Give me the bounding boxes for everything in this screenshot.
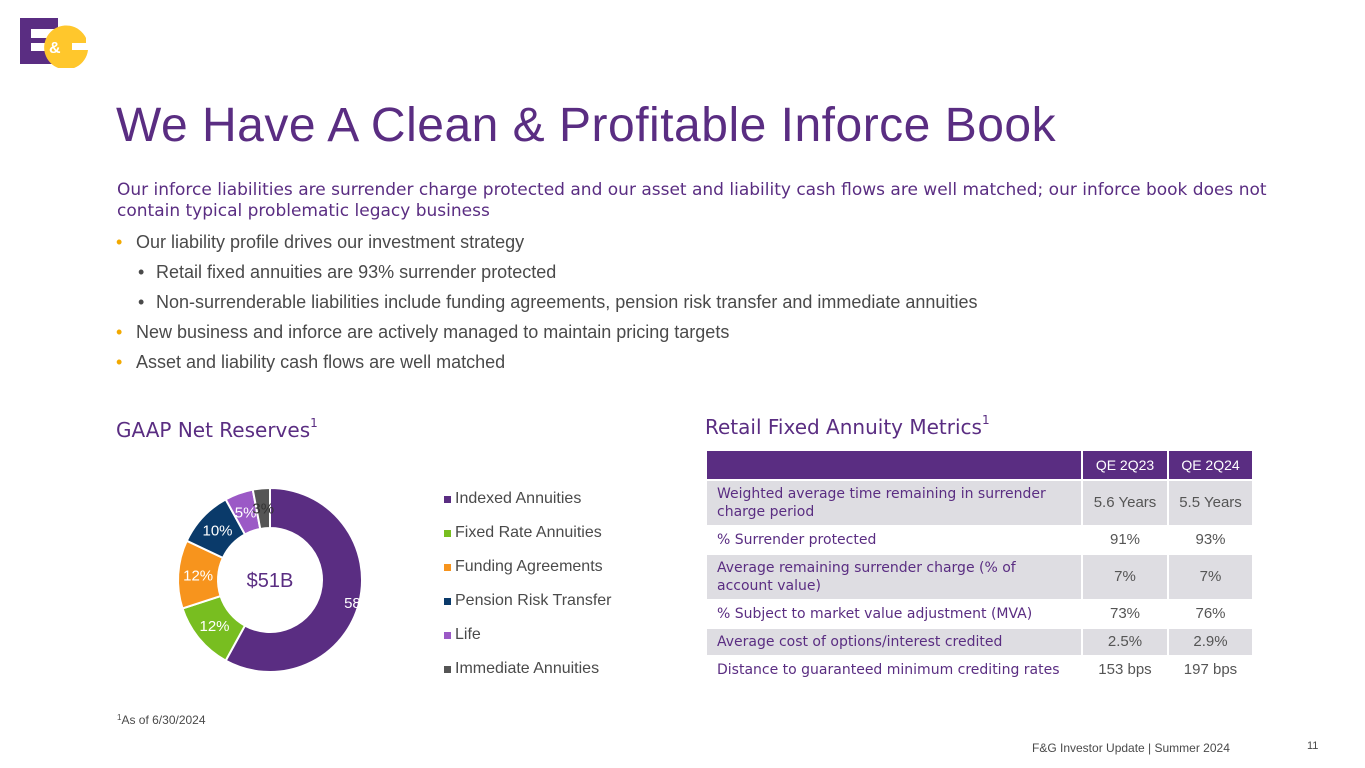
- table-row: Average cost of options/interest credite…: [707, 629, 1252, 655]
- bullet-marker: •: [116, 352, 123, 372]
- legend-item: Fixed Rate Annuities: [444, 516, 612, 550]
- metric-label: Distance to guaranteed minimum crediting…: [717, 662, 1060, 678]
- metric-value-2q24: 7%: [1169, 555, 1252, 599]
- legend-swatch: [444, 563, 451, 571]
- metric-value-2q23: 91%: [1109, 531, 1141, 548]
- bullet-list: • Our liability profile drives our invest…: [116, 230, 977, 380]
- metric-label: % Surrender protected: [717, 532, 877, 548]
- legend-label: Indexed Annuities: [455, 490, 582, 507]
- header-blank: [707, 451, 1081, 479]
- bullet-item: • Non-surrenderable liabilities include f…: [138, 292, 978, 312]
- bullet-item: • New business and inforce are actively m…: [116, 322, 730, 342]
- donut-center-label: $51B: [247, 570, 294, 592]
- legend-label: Fixed Rate Annuities: [455, 524, 602, 541]
- bullet-marker: •: [116, 232, 123, 252]
- slice-label: 5%: [235, 504, 257, 521]
- donut-slice: [251, 486, 271, 531]
- footnote: 1As of 6/30/2024: [117, 713, 206, 727]
- metric-value-2q23: 7%: [1083, 555, 1167, 599]
- legend-swatch: [444, 495, 451, 503]
- metric-value-2q23: 2.5%: [1083, 629, 1167, 655]
- metric-value-2q24: 197 bps: [1183, 661, 1238, 678]
- legend-swatch: [444, 597, 451, 605]
- table-row: Distance to guaranteed minimum crediting…: [707, 657, 1252, 683]
- metric-value-2q24: 93%: [1195, 531, 1226, 548]
- reserves-title: GAAP Net Reserves1: [116, 416, 318, 442]
- bullet-item: • Asset and liability cash flows are well…: [116, 352, 506, 372]
- reserves-donut-chart: 58% 12% 12% 10%5%3% $51B: [177, 486, 374, 673]
- page-number: 11: [1307, 740, 1319, 752]
- svg-text:&: &: [49, 40, 61, 57]
- legend-label: Pension Risk Transfer: [455, 592, 612, 609]
- slice-label: 12%: [183, 567, 213, 584]
- bullet-item: • Retail fixed annuities are 93% surrende…: [138, 262, 557, 282]
- fg-logo: &: [20, 18, 88, 68]
- column-header: QE 2Q24: [1169, 451, 1252, 479]
- legend-item: Immediate Annuities: [444, 652, 612, 686]
- table-row: % Surrender protected 91% 93%: [707, 527, 1252, 553]
- bullet-marker: •: [138, 262, 145, 282]
- metric-value-2q24: 2.9%: [1169, 629, 1252, 655]
- legend-label: Funding Agreements: [455, 558, 603, 575]
- legend-swatch: [444, 529, 451, 537]
- legend-label: Immediate Annuities: [455, 660, 600, 677]
- table-row: % Subject to market value adjustment (MV…: [707, 601, 1252, 627]
- metrics-title: Retail Fixed Annuity Metrics1: [705, 413, 990, 439]
- chart-legend: Indexed Annuities Fixed Rate Annuities Fun…: [444, 482, 612, 686]
- metric-value-2q23: 5.6 Years: [1083, 481, 1167, 525]
- metric-value-2q24: 76%: [1195, 605, 1226, 622]
- metric-value-2q23: 153 bps: [1098, 661, 1152, 678]
- legend-swatch: [444, 665, 451, 673]
- metric-label: % Subject to market value adjustment (MV…: [717, 606, 1033, 622]
- page-title: We Have A Clean & Profitable Inforce Boo…: [116, 99, 1057, 152]
- slice-label: 3%: [252, 500, 274, 517]
- legend-item: Pension Risk Transfer: [444, 584, 612, 618]
- metric-value-2q24: 5.5 Years: [1169, 481, 1252, 525]
- legend-item: Indexed Annuities: [444, 482, 612, 516]
- legend-item: Life: [444, 618, 612, 652]
- legend-label: Life: [455, 626, 481, 643]
- footer-text: F&G Investor Update | Summer 2024: [1032, 741, 1230, 755]
- table-header-row: QE 2Q23 QE 2Q24: [707, 451, 1252, 479]
- table-row: Average remaining surrender charge (% of…: [707, 555, 1252, 599]
- legend-swatch: [444, 631, 451, 639]
- slice-label: 10%: [202, 523, 232, 540]
- table-row: Weighted average time remaining in surre…: [707, 481, 1252, 525]
- slice-label: 58%: [344, 595, 374, 612]
- donut-slice: [224, 486, 363, 673]
- bullet-marker: •: [138, 292, 145, 312]
- metric-label: Weighted average time remaining in surre…: [707, 481, 1081, 525]
- column-header: QE 2Q23: [1083, 451, 1167, 479]
- metric-label: Average remaining surrender charge (% of…: [707, 555, 1081, 599]
- bullet-item: • Our liability profile drives our invest…: [116, 232, 525, 252]
- metric-value-2q23: 73%: [1109, 605, 1141, 622]
- bullet-marker: •: [116, 322, 123, 342]
- metrics-table: QE 2Q23 QE 2Q24 Weighted average time re…: [705, 449, 1254, 685]
- legend-item: Funding Agreements: [444, 550, 612, 584]
- metric-label: Average cost of options/interest credite…: [707, 629, 1081, 655]
- slice-label: 12%: [200, 618, 230, 635]
- page-subtitle: Our inforce liabilities are surrender ch…: [117, 180, 1267, 221]
